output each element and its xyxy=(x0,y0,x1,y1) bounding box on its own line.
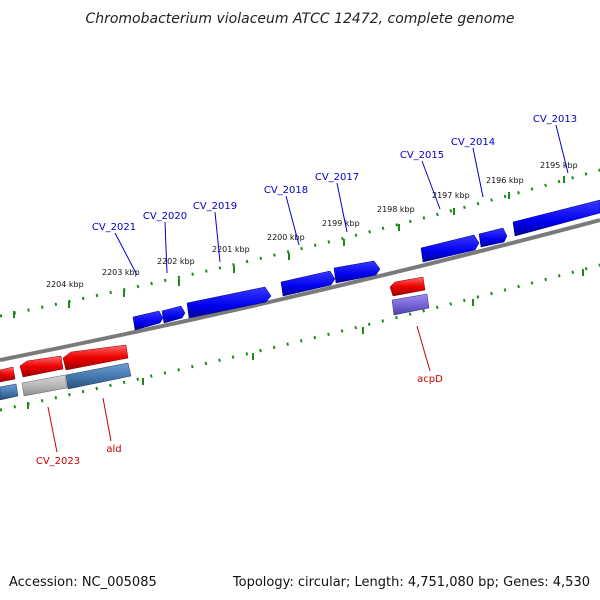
gene-arrow-acpd[interactable] xyxy=(389,276,426,297)
gene-arrow-cv-2015[interactable] xyxy=(420,234,480,263)
gene-arrow-edge-red[interactable] xyxy=(0,366,16,383)
gene-arrow-ald-lower[interactable] xyxy=(65,362,132,390)
scale-labels: 2195 kbp 2196 kbp 2197 kbp 2198 kbp 2199… xyxy=(46,161,578,289)
forward-leader-lines xyxy=(114,124,569,276)
gene-arrow-edge-steel[interactable] xyxy=(0,383,19,401)
scale-label-2197: 2197 kbp xyxy=(432,191,470,200)
gene-label-cv-2019[interactable]: CV_2019 xyxy=(193,201,237,212)
gene-label-cv-2021[interactable]: CV_2021 xyxy=(92,222,136,233)
gene-arrow-cv-2019[interactable] xyxy=(186,286,272,319)
gene-label-cv-2013[interactable]: CV_2013 xyxy=(533,114,577,125)
inner-major-ticks xyxy=(27,269,584,409)
scale-label-2198: 2198 kbp xyxy=(377,205,415,214)
outer-major-ticks xyxy=(13,176,565,318)
forward-gene-labels: CV_2013 CV_2014 CV_2015 CV_2017 CV_2018 … xyxy=(92,114,577,233)
gene-label-cv-2015[interactable]: CV_2015 xyxy=(400,150,444,161)
reverse-gene-labels: acpD ald CV_2023 xyxy=(36,374,443,467)
reverse-leader-lines xyxy=(47,325,431,453)
accession-text: Accession: NC_005085 xyxy=(9,575,157,590)
scale-label-2201: 2201 kbp xyxy=(212,245,250,254)
gene-arrow-cv-2017[interactable] xyxy=(333,260,381,284)
gene-arrow-cv-2018[interactable] xyxy=(280,270,336,297)
gene-label-ald[interactable]: ald xyxy=(106,444,121,455)
gene-label-cv-2018[interactable]: CV_2018 xyxy=(264,185,308,196)
forward-genes xyxy=(132,199,600,331)
scale-label-2204: 2204 kbp xyxy=(46,280,84,289)
gene-arrow-ald[interactable] xyxy=(62,344,129,371)
scale-label-2200: 2200 kbp xyxy=(267,233,305,242)
genome-backbone xyxy=(0,218,600,362)
gene-arrow-cv-2023[interactable] xyxy=(21,374,68,397)
map-title: Chromobacterium violaceum ATCC 12472, co… xyxy=(85,11,514,27)
gene-arrow-cv-2014[interactable] xyxy=(478,227,508,248)
topology-text: Topology: circular; Length: 4,751,080 bp… xyxy=(232,575,590,590)
gene-arrow-cv-2022[interactable] xyxy=(19,355,64,378)
gene-label-cv-2014[interactable]: CV_2014 xyxy=(451,137,495,148)
scale-label-2196: 2196 kbp xyxy=(486,176,524,185)
gene-arrow-cv-2020[interactable] xyxy=(161,305,186,324)
gene-label-acpd[interactable]: acpD xyxy=(417,374,443,385)
gene-label-cv-2020[interactable]: CV_2020 xyxy=(143,211,187,222)
scale-label-2202: 2202 kbp xyxy=(157,257,195,266)
gene-arrow-cv-2021[interactable] xyxy=(132,310,164,331)
gene-label-cv-2017[interactable]: CV_2017 xyxy=(315,172,359,183)
scale-label-2199: 2199 kbp xyxy=(322,219,360,228)
gene-arrow-cv-2013[interactable] xyxy=(512,199,600,237)
reverse-genes xyxy=(0,276,430,401)
scale-label-2195: 2195 kbp xyxy=(540,161,578,170)
scale-label-2203: 2203 kbp xyxy=(102,268,140,277)
gene-label-cv-2023[interactable]: CV_2023 xyxy=(36,456,80,467)
gene-arrow-acpd-rna[interactable] xyxy=(391,293,430,316)
